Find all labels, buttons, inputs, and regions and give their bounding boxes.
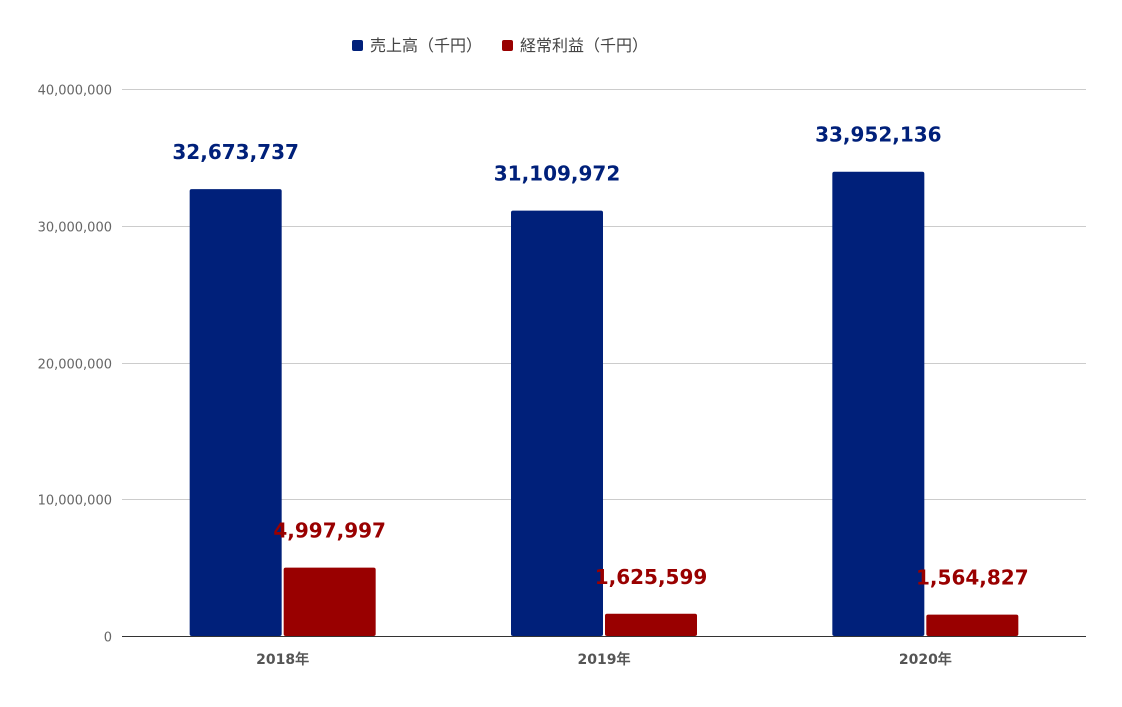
data-label-ordinary-profit: 4,997,997 [273,519,386,543]
bar-sales [511,210,603,636]
data-labels: 32,673,737 4,997,997 31,109,972 1,625,599 33… [172,123,1028,590]
data-label-sales: 32,673,737 [172,140,299,164]
bar-ordinary-profit [926,614,1019,636]
legend-swatch-ordinary-profit [502,40,513,51]
gridlines [122,89,1086,500]
bar-sales [189,189,282,636]
y-tick-label: 40,000,000 [38,84,112,99]
bar-ordinary-profit [605,613,697,636]
bar-sales [832,171,925,637]
x-tick-label: 2019年 [578,651,631,668]
x-axis-ticks: 2018年 2019年 2020年 [256,651,952,668]
y-tick-label: 0 [104,631,112,646]
y-tick-label: 20,000,000 [38,358,112,373]
legend-label-sales: 売上高（千円） [370,36,482,55]
legend-label-ordinary-profit: 経常利益（千円） [520,36,648,55]
x-tick-label: 2018年 [256,651,309,668]
legend-swatch-sales [352,40,363,51]
data-label-sales: 31,109,972 [494,162,621,186]
y-axis-ticks: 0 10,000,000 20,000,000 30,000,000 40,000,00… [38,84,112,646]
legend: 売上高（千円） 経常利益（千円） [352,36,648,55]
data-label-sales: 33,952,136 [815,123,942,147]
y-tick-label: 30,000,000 [38,221,112,236]
data-label-ordinary-profit: 1,625,599 [595,565,708,589]
x-tick-label: 2020年 [899,651,952,668]
y-tick-label: 10,000,000 [38,494,112,509]
bar-ordinary-profit [283,567,376,636]
bars [189,171,1019,637]
data-label-ordinary-profit: 1,564,827 [916,566,1029,590]
